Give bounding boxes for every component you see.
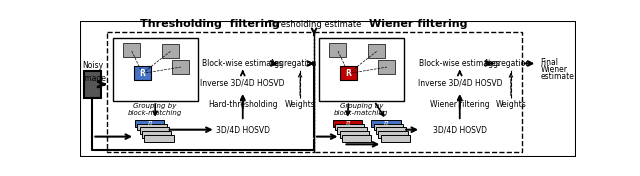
Text: Block-wise estimates: Block-wise estimates <box>419 59 500 68</box>
Text: π: π <box>345 120 349 126</box>
Text: Aggregation: Aggregation <box>269 59 317 68</box>
Bar <box>134 67 151 80</box>
Text: 3D/4D HOSVD: 3D/4D HOSVD <box>433 125 487 134</box>
Text: R: R <box>140 69 145 78</box>
Bar <box>340 67 357 80</box>
Text: R: R <box>346 69 351 78</box>
Bar <box>371 120 401 127</box>
Bar <box>162 44 179 58</box>
Bar <box>84 71 101 98</box>
Text: Hard-thresholding: Hard-thresholding <box>208 100 278 109</box>
Bar <box>374 124 403 130</box>
Bar <box>142 131 172 138</box>
Text: Weights: Weights <box>495 100 526 109</box>
Text: Grouping by
block-matching: Grouping by block-matching <box>128 103 182 116</box>
Text: Inverse 3D/4D HOSVD: Inverse 3D/4D HOSVD <box>417 78 502 87</box>
Bar <box>378 131 408 138</box>
Text: Final: Final <box>540 58 558 67</box>
Text: 3D/4D HOSVD: 3D/4D HOSVD <box>216 125 269 134</box>
Bar <box>342 135 371 142</box>
Text: Wiener filtering: Wiener filtering <box>430 100 490 109</box>
Text: π: π <box>384 120 388 126</box>
Text: estimate: estimate <box>540 72 574 81</box>
Bar <box>172 60 189 74</box>
Text: Wiener filtering: Wiener filtering <box>369 19 467 29</box>
Bar <box>113 38 198 101</box>
Bar <box>145 135 174 142</box>
Text: π: π <box>148 120 152 126</box>
Bar <box>329 43 346 57</box>
Bar <box>368 44 385 58</box>
Bar <box>337 127 367 134</box>
Text: Grouping by
block-matching: Grouping by block-matching <box>334 103 388 116</box>
Bar <box>135 120 164 127</box>
Text: Noisy: Noisy <box>83 61 104 70</box>
Text: Wiener: Wiener <box>540 65 567 74</box>
Bar <box>335 124 364 130</box>
Text: Block-wise estimates: Block-wise estimates <box>202 59 283 68</box>
Text: Thresholding estimate: Thresholding estimate <box>267 20 361 29</box>
Text: Inverse 3D/4D HOSVD: Inverse 3D/4D HOSVD <box>200 78 285 87</box>
Bar <box>333 120 362 127</box>
Bar <box>378 60 396 74</box>
Bar <box>314 32 522 152</box>
Text: Weights: Weights <box>285 100 316 109</box>
Bar <box>376 127 406 134</box>
Bar <box>123 43 140 57</box>
Bar <box>381 135 410 142</box>
Bar <box>140 127 169 134</box>
Bar <box>138 124 167 130</box>
Text: Aggregation: Aggregation <box>484 59 531 68</box>
Bar <box>107 32 314 152</box>
Text: image: image <box>83 74 106 83</box>
Bar <box>340 131 369 138</box>
Bar <box>319 38 404 101</box>
Text: Thresholding  filtering: Thresholding filtering <box>140 19 280 29</box>
